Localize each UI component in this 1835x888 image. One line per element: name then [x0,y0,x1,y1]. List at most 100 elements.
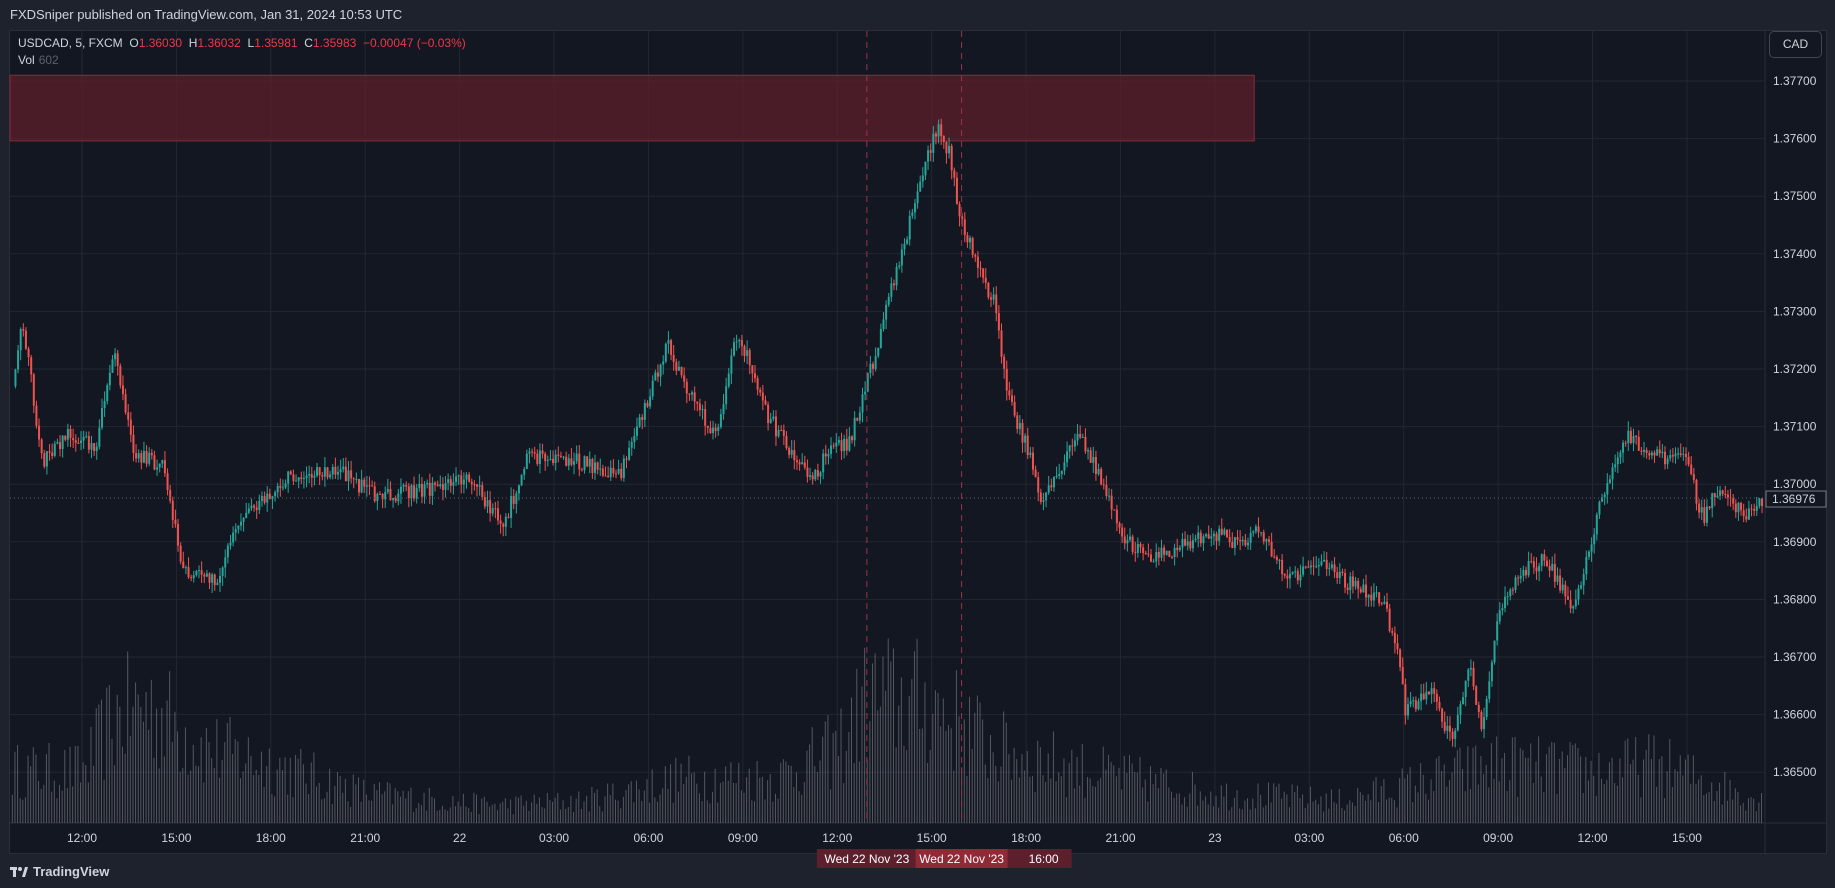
volume-bar [177,731,179,823]
volume-bar [966,775,968,823]
candle-body [1131,536,1134,552]
candle-body [1191,540,1194,549]
time-tick-label: 12:00 [822,831,852,845]
candle-body [111,359,114,373]
candle-body [900,249,903,266]
volume-bar [538,797,540,823]
candle-body [124,394,127,413]
candle-body [1569,599,1572,609]
candle-body [1433,688,1436,694]
volume-bar [87,782,89,823]
volume-bar [326,791,328,823]
candle-body [444,483,447,490]
volume-bar [247,737,249,823]
volume-bar [1456,750,1458,823]
candle-body [523,468,526,475]
volume-bar [738,762,740,823]
candle-body [381,493,384,500]
candle-body [82,436,85,441]
volume-bar [266,766,268,823]
candle-body [554,454,557,463]
time-tick-label: 03:00 [539,831,569,845]
change-value: −0.00047 (−0.03%) [362,36,466,50]
candle-body [1611,467,1614,480]
volume-bar [1511,737,1513,823]
candle-body [1483,717,1486,730]
volume-bar [1622,777,1624,823]
candle-body [764,400,767,405]
volume-bar [1674,769,1676,823]
volume-bar [1079,785,1081,823]
candle-body [691,392,694,395]
candle-body [1420,693,1423,702]
candle-body [782,430,785,436]
candle-body [132,434,135,453]
volume-bar [226,723,228,823]
volume-bar [1485,764,1487,823]
candle-body [1511,589,1514,591]
volume-bar [546,792,548,823]
candle-body [1236,537,1239,540]
volume-bar [874,653,876,823]
volume-bar [308,793,310,823]
price-tick-label: 1.36500 [1773,765,1817,779]
candle-body [53,443,56,456]
volume-bar [1393,800,1395,823]
candle-body [971,237,974,255]
volume-bar [1619,758,1621,823]
volume-bar [1163,773,1165,823]
candle-body [1598,501,1601,515]
volume-bar [622,796,624,823]
candle-body [439,484,442,487]
candle-body [1286,575,1289,579]
volume-bar [1034,792,1036,823]
candle-body [1341,571,1344,574]
candle-body [326,467,329,478]
candle-body [1726,494,1729,498]
candle-body [1010,395,1013,402]
candle-body [654,372,657,381]
chart-pane[interactable] [9,30,1827,854]
tradingview-logo[interactable]: TradingView [10,864,109,879]
candle-body [748,350,751,366]
volume-bar [32,747,34,823]
volume-bar [476,794,478,823]
candle-body [1181,539,1184,548]
candle-body [541,450,544,454]
volume-bar [38,780,40,823]
volume-bar [1438,756,1440,823]
volume-bar [242,771,244,823]
currency-button[interactable]: CAD [1769,31,1822,58]
volume-bar [460,806,462,823]
candle-body [428,482,431,496]
volume-bar [565,808,567,823]
volume-bar [153,757,155,823]
volume-bar [386,782,388,823]
symbol-label[interactable]: USDCAD, 5, FXCM [18,36,123,50]
candle-body [289,471,292,475]
volume-bar [245,763,247,823]
volume-bar [924,682,926,823]
candle-body [100,408,103,428]
candle-body [45,451,48,467]
candle-body [1566,596,1569,600]
candle-body [323,467,326,477]
candle-body [932,133,935,153]
candle-body [182,561,185,569]
volume-bar [378,782,380,823]
candle-body [643,403,646,420]
candle-body [1241,539,1244,542]
candle-body [940,124,943,136]
volume-bar [1750,796,1752,823]
volume-bar [1189,793,1191,823]
volume-bar [1677,771,1679,823]
volume-bar [1260,794,1262,823]
candle-body [499,520,502,524]
candle-body [93,443,96,452]
candle-body [352,478,355,480]
time-tick-label: 18:00 [1011,831,1041,845]
candle-body [1496,621,1499,641]
candle-body [848,436,851,451]
volume-bar [1042,775,1044,823]
